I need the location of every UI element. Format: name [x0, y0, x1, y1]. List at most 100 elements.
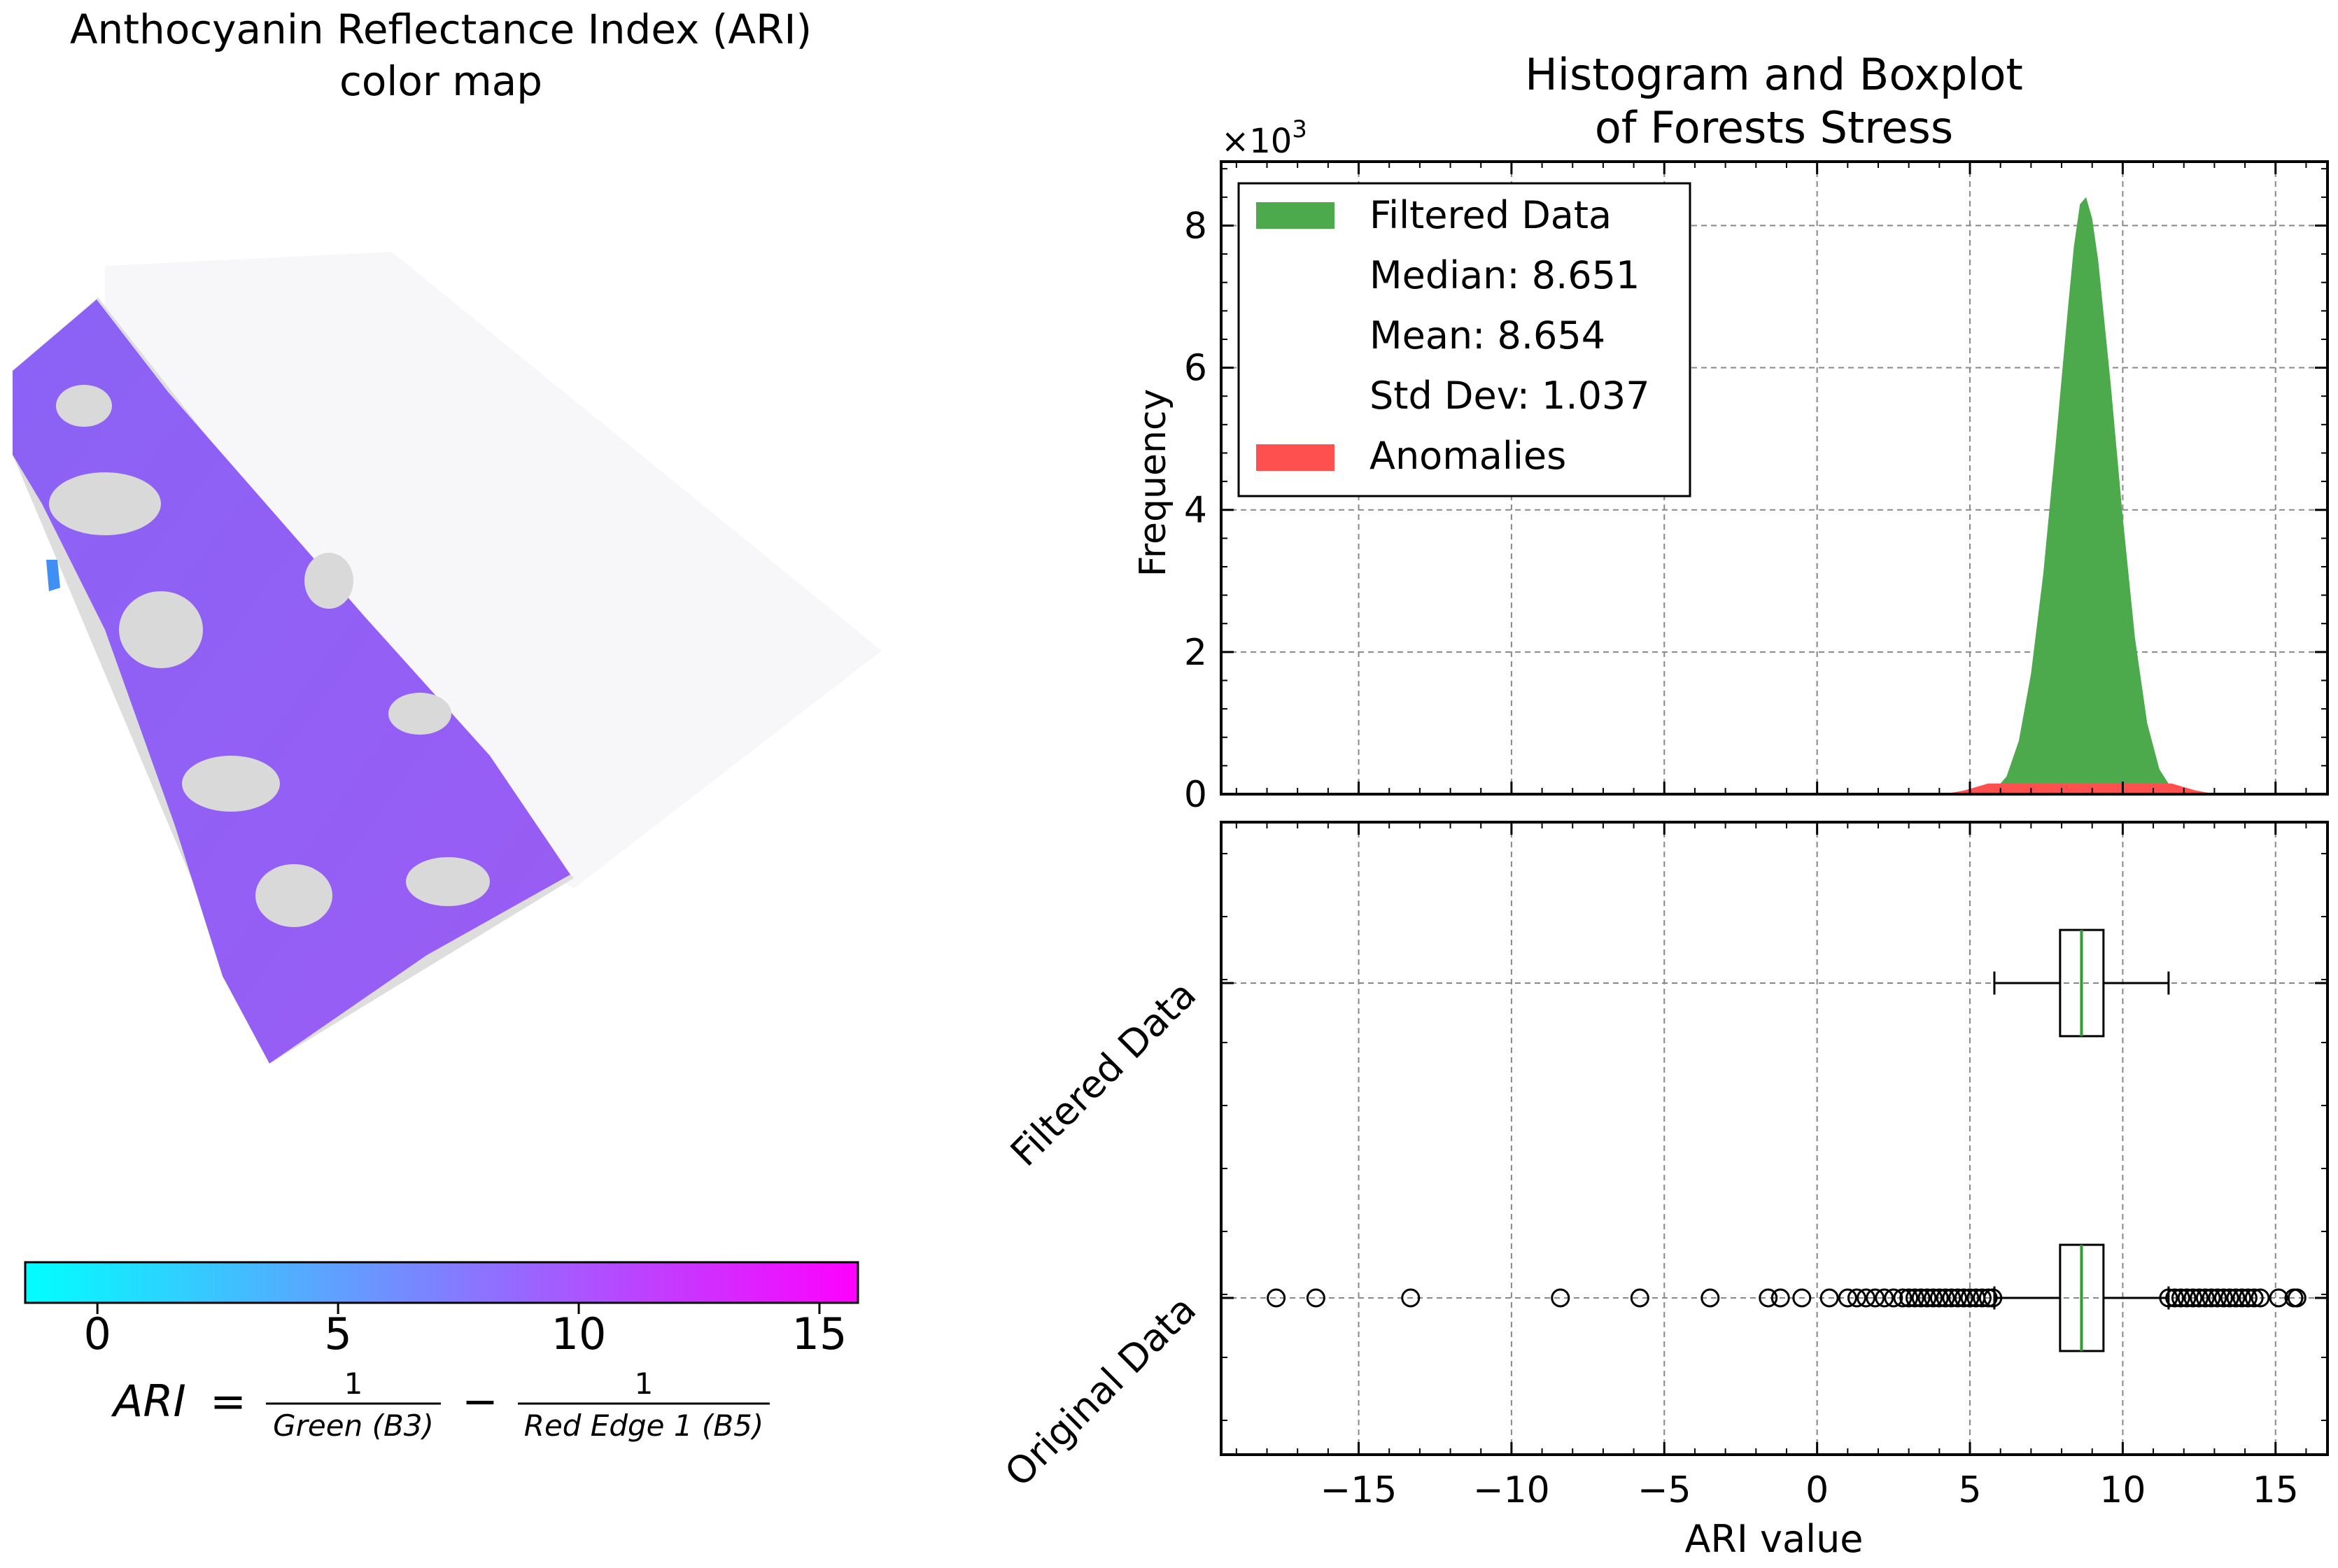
y-tick-label: 8 — [1184, 205, 1207, 247]
map-gap — [255, 864, 332, 927]
legend-label-filtered: Filtered Data — [1369, 193, 1612, 237]
x-tick-label: −10 — [1473, 1469, 1550, 1511]
outlier-point — [1948, 1288, 1968, 1308]
outlier-point — [1924, 1288, 1943, 1308]
y-axis-label: Frequency — [1132, 389, 1174, 577]
outlier-point — [2220, 1288, 2239, 1308]
x-tick-label: 10 — [2099, 1469, 2146, 1511]
chart-title-line2: of Forests Stress — [1595, 102, 1953, 153]
outlier-point — [1700, 1288, 1720, 1308]
y-multiplier-base: ×10 — [1221, 122, 1292, 161]
map-panel: Anthocyanin Reflectance Index (ARI) colo… — [13, 6, 882, 1443]
formula-equals: = — [210, 1376, 246, 1427]
anomalies-series — [1939, 783, 2209, 794]
legend-swatch-anomalies — [1256, 444, 1335, 471]
legend-label-mean: Mean: 8.654 — [1369, 313, 1605, 358]
outlier-point — [2232, 1288, 2252, 1308]
map-gap — [49, 472, 161, 535]
x-tick-label: 5 — [1958, 1469, 1981, 1511]
outlier-point — [1770, 1288, 1790, 1308]
outlier-point — [2195, 1288, 2215, 1308]
boxplot-grid — [1221, 822, 2328, 1455]
map-gap — [182, 756, 280, 812]
histogram-axes: 0 2 4 6 8 ×103 Frequency Filtered Data Media… — [1132, 115, 2329, 816]
formula-frac2-denominator: Red Edge 1 (B5) — [524, 1408, 763, 1443]
legend-label-median: Median: 8.651 — [1369, 253, 1640, 297]
outlier-point — [1857, 1288, 1876, 1308]
scene-footprint — [105, 252, 882, 889]
outlier-point — [1267, 1288, 1286, 1308]
outlier-point — [1792, 1288, 1812, 1308]
outlier-point — [1838, 1288, 1857, 1308]
outlier-point — [1401, 1288, 1421, 1308]
map-gap — [56, 385, 112, 427]
formula-minus: − — [462, 1376, 498, 1427]
outlier-point — [1972, 1288, 1992, 1308]
low-ari-patch — [46, 560, 60, 591]
colorbar-tick-label: 5 — [324, 1308, 351, 1359]
colorbar-tick-label: 0 — [83, 1308, 111, 1359]
histogram-bars — [1939, 197, 2209, 795]
legend-label-stddev: Std Dev: 1.037 — [1369, 374, 1650, 418]
outlier-point — [2244, 1288, 2264, 1308]
legend: Filtered Data Median: 8.651 Mean: 8.654 … — [1237, 182, 1691, 497]
x-tick-label: 0 — [1805, 1469, 1829, 1511]
outlier-point — [1960, 1288, 1980, 1308]
boxplot-category-original: Original Data — [997, 1287, 1204, 1495]
outlier-point — [2183, 1288, 2203, 1308]
outlier-point — [1306, 1288, 1325, 1308]
colorbar-gradient — [24, 1261, 859, 1304]
outlier-point — [2159, 1288, 2178, 1308]
outlier-point — [2251, 1288, 2270, 1308]
outlier-point — [1759, 1288, 1778, 1308]
ari-formula: ARI = 1 Green (B3) − 1 Red Edge 1 (B5) — [111, 1366, 770, 1443]
outlier-point — [1936, 1288, 1955, 1308]
formula-frac1-numerator: 1 — [344, 1366, 363, 1401]
map-gap — [388, 693, 451, 735]
outlier-point — [2177, 1288, 2197, 1308]
y-tick-label: 0 — [1184, 774, 1207, 816]
outlier-point — [2269, 1288, 2288, 1308]
x-axis-label: ARI value — [1684, 1517, 1863, 1561]
outlier-point — [1942, 1288, 1962, 1308]
outlier-point — [1847, 1288, 1866, 1308]
outlier-point — [2214, 1288, 2234, 1308]
x-tick-label: 15 — [2253, 1469, 2299, 1511]
y-multiplier-exponent: 3 — [1292, 115, 1307, 143]
outlier-point — [1917, 1288, 1937, 1308]
colorbar-tick-label: 15 — [792, 1308, 847, 1359]
outlier-point — [1911, 1288, 1931, 1308]
boxplot-marks — [1267, 928, 2307, 1352]
boxplot-axes: −15 −10 −5 0 5 10 15 Filtered Data Original Da… — [997, 821, 2329, 1561]
colorbar-tick-label: 10 — [551, 1308, 607, 1359]
outlier-point — [1866, 1288, 1885, 1308]
outlier-point — [2208, 1288, 2227, 1308]
filtered-data-series — [1994, 197, 2172, 795]
y-tick-label: 2 — [1184, 632, 1207, 674]
map-gap — [119, 591, 203, 668]
legend-box — [1237, 182, 1691, 497]
legend-swatch-filtered — [1256, 202, 1335, 229]
colorbar-ticks: 0 5 10 15 — [83, 1303, 847, 1359]
stats-panel: Histogram and Boxplot of Forests Stress … — [997, 49, 2329, 1561]
map-gap — [304, 553, 353, 609]
outlier-point — [2202, 1288, 2221, 1308]
formula-lhs: ARI — [111, 1376, 186, 1427]
map-gap — [406, 857, 490, 906]
outlier-point — [2171, 1288, 2190, 1308]
outlier-point — [1551, 1288, 1570, 1308]
colorbar: 0 5 10 15 — [24, 1261, 859, 1359]
outlier-point — [2190, 1288, 2209, 1308]
map-title-line1: Anthocyanin Reflectance Index (ARI) — [70, 6, 812, 53]
ari-raster-image — [13, 252, 882, 1064]
outlier-point — [2287, 1288, 2307, 1308]
outlier-point — [1899, 1288, 1919, 1308]
formula-frac2-numerator: 1 — [635, 1366, 654, 1401]
y-multiplier: ×103 — [1221, 115, 1307, 161]
outlier-point — [1978, 1288, 1998, 1308]
outlier-point — [1875, 1288, 1894, 1308]
boxplot-ticks: −15 −10 −5 0 5 10 15 — [1221, 822, 2328, 1511]
histogram-frame — [1220, 160, 2329, 796]
outlier-point — [1819, 1288, 1839, 1308]
